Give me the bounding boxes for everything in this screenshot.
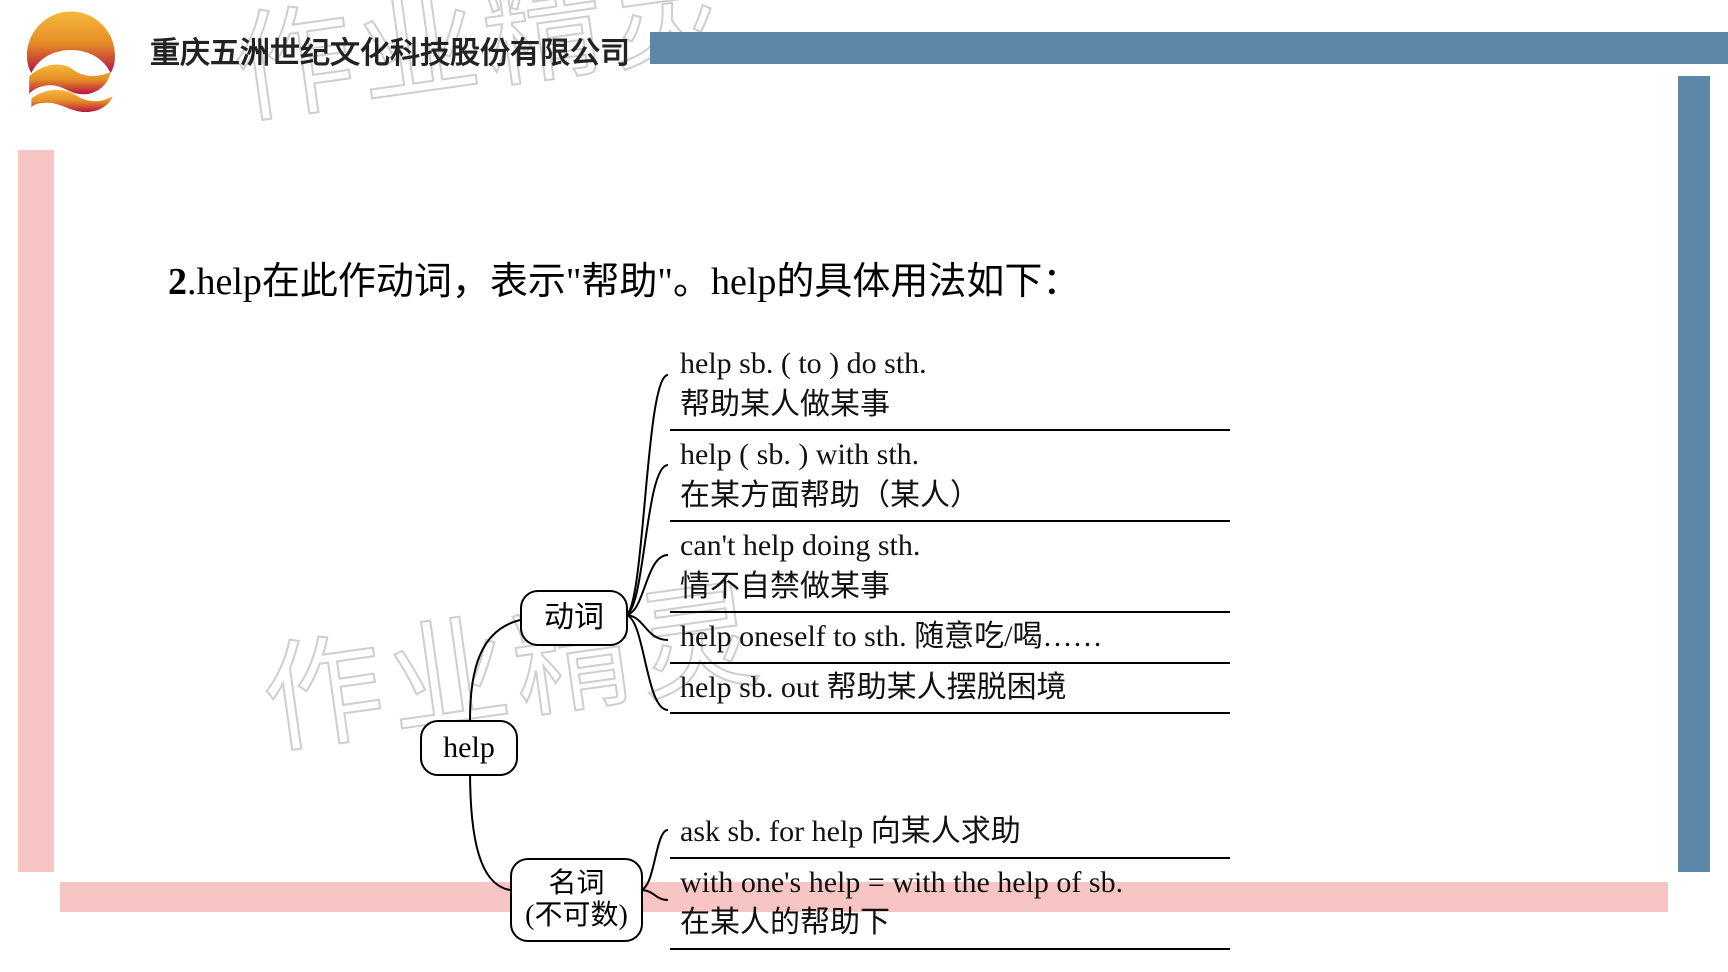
heading-text: .help在此作动词，表示"帮助"。help的具体用法如下：	[187, 261, 1080, 303]
diagram-entry: help ( sb. ) with sth. 在某方面帮助（某人）	[670, 431, 1230, 522]
verb-entries: help sb. ( to ) do sth. 帮助某人做某事 help ( s…	[670, 340, 1230, 714]
frame-left-bar	[18, 150, 54, 872]
entry-cn: 在某人的帮助下	[680, 906, 890, 939]
entry-cn: 向某人求助	[871, 815, 1021, 848]
diagram-entry: with one's help = with the help of sb. 在…	[670, 859, 1230, 950]
entry-en: can't help doing sth.	[680, 529, 920, 562]
watermark-text: 作业精灵	[220, 0, 743, 148]
noun-entries: ask sb. for help 向某人求助 with one's help =…	[670, 808, 1230, 950]
diagram-entry: help sb. ( to ) do sth. 帮助某人做某事	[670, 340, 1230, 431]
diagram-verb-node: 动词	[520, 590, 628, 646]
entry-en: help sb. ( to ) do sth.	[680, 347, 927, 380]
section-heading: 2.help在此作动词，表示"帮助"。help的具体用法如下：	[168, 250, 1080, 305]
entry-en: ask sb. for help	[680, 815, 871, 848]
noun-label-line2: (不可数)	[525, 900, 628, 931]
noun-label-line1: 名词	[548, 868, 604, 899]
frame-right-bar	[1678, 76, 1710, 872]
heading-number: 2	[168, 261, 187, 303]
usage-diagram: help 动词 名词 (不可数) help sb. ( to ) do sth.…	[420, 340, 1240, 920]
entry-en: help sb. out	[680, 671, 827, 704]
root-label: help	[443, 731, 495, 764]
entry-cn: 情不自禁做某事	[680, 570, 890, 603]
verb-label: 动词	[544, 601, 604, 634]
entry-en: with one's help = with the help of sb.	[680, 866, 1123, 899]
diagram-entry: can't help doing sth. 情不自禁做某事	[670, 522, 1230, 613]
entry-en: help oneself to sth.	[680, 620, 914, 653]
entry-cn: 随意吃/喝……	[914, 620, 1102, 653]
diagram-entry: help oneself to sth. 随意吃/喝……	[670, 613, 1230, 664]
company-logo	[16, 6, 126, 116]
entry-cn: 帮助某人摆脱困境	[827, 671, 1067, 704]
company-name: 重庆五洲世纪文化科技股份有限公司	[150, 28, 630, 72]
diagram-root-node: help	[420, 720, 518, 776]
diagram-noun-node: 名词 (不可数)	[510, 858, 643, 942]
entry-cn: 帮助某人做某事	[680, 388, 890, 421]
diagram-entry: help sb. out 帮助某人摆脱困境	[670, 664, 1230, 715]
header-accent-bar	[650, 32, 1728, 64]
entry-en: help ( sb. ) with sth.	[680, 438, 919, 471]
entry-cn: 在某方面帮助（某人）	[680, 479, 980, 512]
diagram-entry: ask sb. for help 向某人求助	[670, 808, 1230, 859]
